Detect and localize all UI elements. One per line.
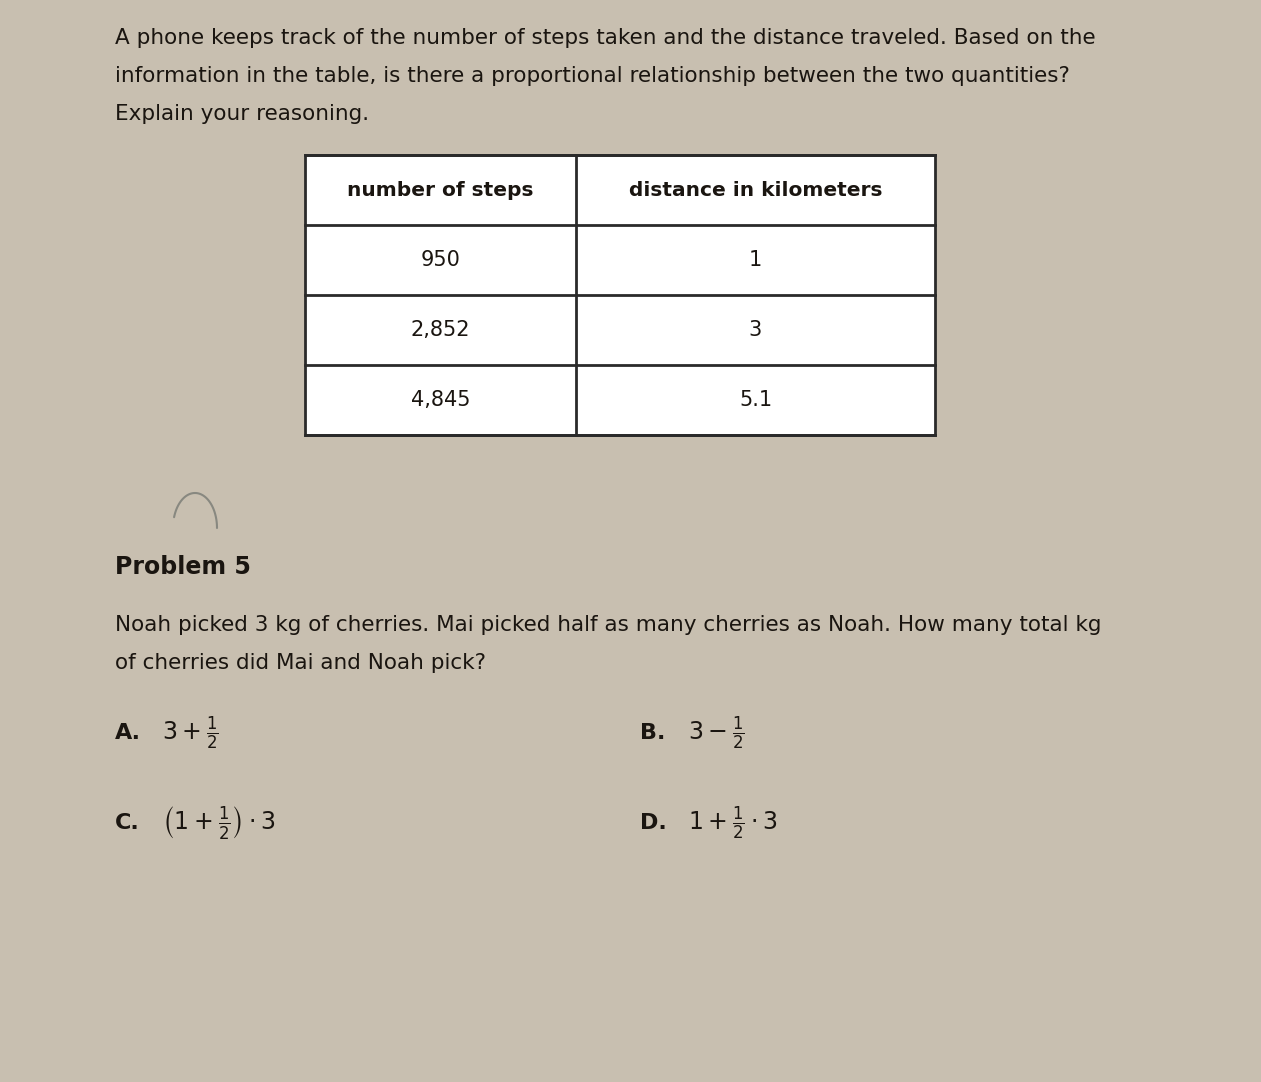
Text: $1 + \frac{1}{2} \cdot 3$: $1 + \frac{1}{2} \cdot 3$ — [689, 804, 777, 842]
Text: A phone keeps track of the number of steps taken and the distance traveled. Base: A phone keeps track of the number of ste… — [115, 28, 1096, 48]
Text: $3 - \frac{1}{2}$: $3 - \frac{1}{2}$ — [689, 714, 744, 752]
Text: 2,852: 2,852 — [411, 320, 470, 340]
Bar — [305, 155, 934, 435]
Text: B.: B. — [641, 723, 666, 743]
Text: 5.1: 5.1 — [739, 390, 772, 410]
Text: 950: 950 — [420, 250, 460, 270]
Text: information in the table, is there a proportional relationship between the two q: information in the table, is there a pro… — [115, 66, 1069, 85]
Text: distance in kilometers: distance in kilometers — [629, 181, 883, 199]
Text: 3: 3 — [749, 320, 762, 340]
Text: 1: 1 — [749, 250, 762, 270]
Text: D.: D. — [641, 813, 667, 833]
Text: 4,845: 4,845 — [411, 390, 470, 410]
Text: $3 + \frac{1}{2}$: $3 + \frac{1}{2}$ — [161, 714, 218, 752]
Text: Problem 5: Problem 5 — [115, 555, 251, 579]
Text: Noah picked 3 kg of cherries. Mai picked half as many cherries as Noah. How many: Noah picked 3 kg of cherries. Mai picked… — [115, 615, 1102, 635]
Text: of cherries did Mai and Noah pick?: of cherries did Mai and Noah pick? — [115, 654, 485, 673]
Text: number of steps: number of steps — [347, 181, 533, 199]
Text: C.: C. — [115, 813, 140, 833]
Text: A.: A. — [115, 723, 141, 743]
Text: $\left(1 + \frac{1}{2}\right) \cdot 3$: $\left(1 + \frac{1}{2}\right) \cdot 3$ — [161, 805, 275, 842]
Text: Explain your reasoning.: Explain your reasoning. — [115, 104, 369, 124]
